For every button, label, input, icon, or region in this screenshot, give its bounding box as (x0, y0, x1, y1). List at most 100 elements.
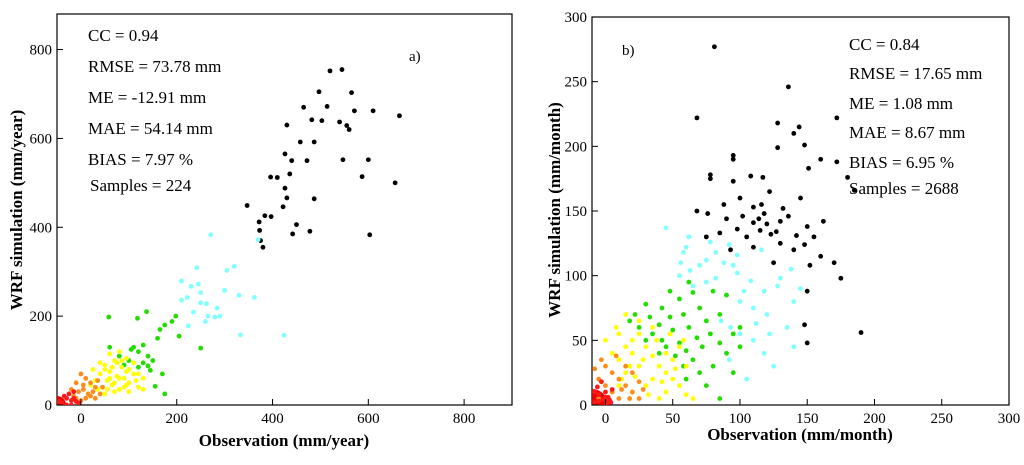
panel-b-point-green (681, 312, 686, 317)
panel-b-x-tick-label: 100 (729, 411, 752, 427)
panel-a-point-cyan (208, 232, 214, 238)
panel-b-point-yellow (677, 344, 682, 350)
panel-a-point-black (284, 195, 290, 201)
panel-a-point-green (150, 358, 156, 363)
panel-b-x-tick-label: 250 (930, 411, 953, 427)
panel-b-y-tick-label: 0 (580, 398, 588, 414)
panel-b-point-yellow (681, 337, 686, 343)
panel-b-point-orange (623, 383, 629, 388)
panel-b-point-black (737, 195, 743, 201)
panel-b-point-green (703, 383, 709, 388)
panel-b-point-cyan (798, 286, 803, 291)
panel-a-point-black (370, 108, 376, 114)
panel-b-point-orange (629, 370, 635, 376)
panel-a-stat-rmse: RMSE = 73.78 mm (88, 57, 221, 76)
panel-a-point-yellow (121, 375, 127, 381)
panel-a-point-black (304, 158, 310, 164)
panel-a-point-green (107, 344, 113, 350)
panel-b-point-red (607, 397, 612, 403)
panel-b-point-black (748, 173, 754, 179)
panel-b-point-black (717, 230, 723, 236)
panel-b-point-green (663, 344, 669, 350)
panel-a-x-tick-label: 0 (77, 411, 85, 427)
panel-b-point-orange (603, 363, 608, 369)
panel-a-point-green (173, 313, 179, 319)
panel-a-point-red (61, 393, 67, 399)
panel-b-point-black (811, 234, 817, 240)
panel-b-point-black (796, 124, 802, 130)
panel-b-point-orange (619, 387, 624, 392)
panel-b-point-yellow (659, 379, 665, 385)
panel-a-label: a) (409, 49, 421, 65)
panel-b-point-green (707, 331, 713, 337)
panel-b-point-cyan (707, 239, 713, 245)
panel-b-point-green (686, 325, 692, 330)
panel-b-point-orange (599, 357, 604, 363)
panel-a-point-green (152, 383, 158, 389)
panel-b-point-green (673, 353, 678, 359)
panel-a-point-yellow (140, 375, 146, 381)
panel-b-point-yellow (683, 363, 689, 369)
panel-b-point-black (798, 195, 803, 201)
panel-b-point-green (636, 325, 642, 330)
panel-b-point-cyan (686, 234, 692, 240)
panel-b-point-green (656, 322, 662, 328)
panel-a-point-cyan (188, 283, 194, 289)
panel-b-point-cyan (775, 283, 781, 289)
panel-a-point-black (274, 175, 280, 180)
panel-a-point-cyan (203, 319, 208, 324)
panel-a-y-tick-label: 400 (30, 220, 53, 236)
panel-b-point-cyan (751, 337, 756, 343)
panel-b-point-cyan (703, 257, 709, 263)
panel-b-point-black (773, 229, 779, 235)
panel-b-point-cyan (751, 305, 756, 311)
panel-a-point-cyan (205, 313, 211, 319)
panel-a-x-axis-label: Observation (mm/year) (199, 431, 369, 450)
panel-b-point-black (785, 213, 791, 219)
panel-b-point-green (724, 350, 729, 356)
panel-a-point-green (140, 342, 146, 348)
panel-a-point-cyan (204, 301, 209, 307)
panel-a-point-orange (80, 382, 86, 388)
panel-a-point-yellow (124, 369, 129, 375)
panel-b-point-yellow (636, 363, 642, 369)
panel-a-point-cyan (184, 295, 190, 300)
panel-a-point-orange (97, 391, 103, 397)
panel-b-point-yellow (654, 337, 659, 343)
panel-a-point-green (162, 322, 168, 328)
panel-b-point-black (802, 142, 807, 148)
panel-a-point-red (71, 389, 77, 395)
panel-b-point-cyan (728, 325, 733, 330)
panel-b-point-cyan (678, 260, 684, 266)
panel-b-point-red (603, 394, 608, 400)
panel-b-point-orange (613, 353, 619, 359)
panel-a-point-orange (95, 378, 101, 383)
panel-a-point-yellow (119, 364, 125, 370)
panel-b-point-green (632, 312, 638, 317)
panel-b-point-black (777, 240, 783, 246)
panel-b-point-yellow (670, 357, 676, 363)
panel-b-point-yellow (650, 353, 655, 359)
panel-b-y-axis-label: WRF simulation (mm/month) (545, 102, 564, 318)
panel-b-point-yellow (629, 337, 635, 343)
panel-b-points (592, 44, 864, 405)
panel-a-point-black (311, 139, 317, 145)
panel-b-point-orange (616, 376, 622, 382)
panel-b-point-black (791, 247, 797, 253)
panel-b-point-green (699, 344, 705, 350)
panel-a-point-yellow (107, 369, 113, 375)
panel-a-point-green (136, 349, 141, 355)
panel-b-point-green (703, 318, 709, 324)
panel-a-point-cyan (281, 332, 287, 338)
panel-b-point-cyan (788, 266, 794, 272)
panel-b-point-black (804, 340, 810, 346)
panel-b-point-cyan (764, 312, 770, 317)
panel-b-ticks: 0 50 100 150 200 250 300 0 50 100 150 200 250 300 (565, 10, 1021, 427)
panel-a-point-black (319, 118, 325, 124)
panel-b-point-green (694, 335, 700, 341)
panel-b-point-yellow (663, 350, 669, 356)
panel-a-point-orange (83, 395, 89, 401)
panel-b-point-green (647, 314, 653, 320)
panel-b-point-yellow (636, 331, 642, 337)
